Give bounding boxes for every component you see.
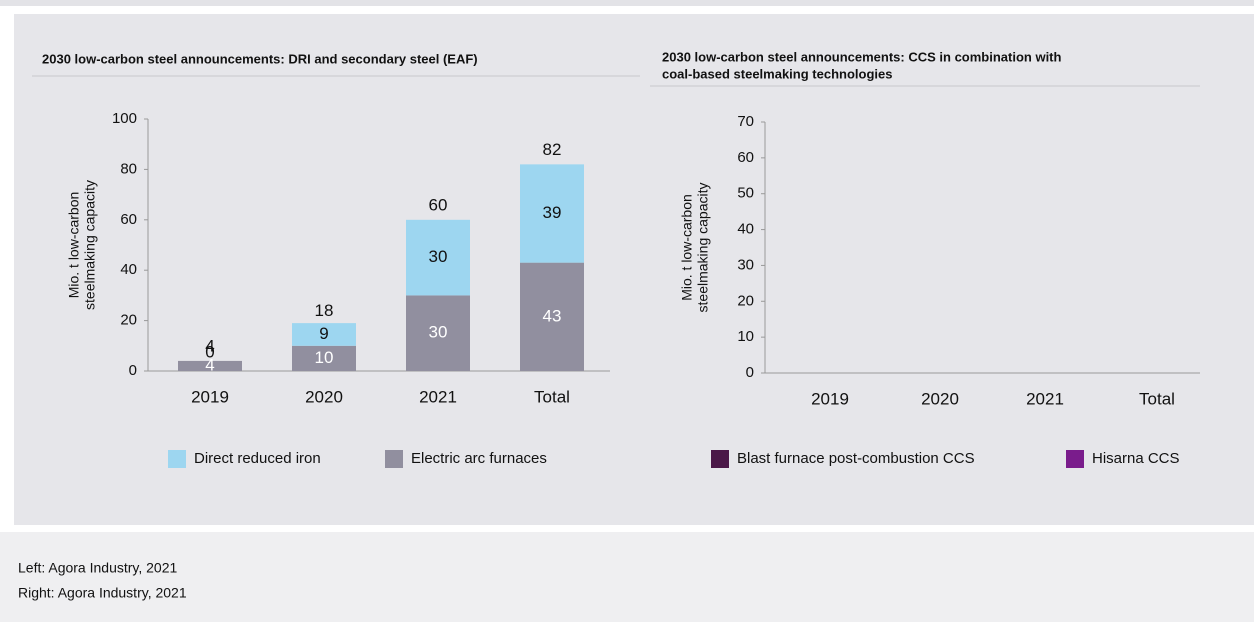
data-label: 39 (543, 203, 562, 222)
y-tick-label: 0 (746, 364, 754, 381)
x-tick-label: 2020 (921, 389, 959, 408)
y-tick-label: 10 (737, 328, 754, 345)
y-axis-label: Mio. t low-carbon (679, 194, 695, 301)
data-label: 30 (429, 247, 448, 266)
data-label: 9 (319, 324, 328, 343)
y-tick-label: 30 (737, 256, 754, 273)
legend-label: Hisarna CCS (1092, 450, 1180, 467)
data-label: 43 (543, 306, 562, 325)
legend-swatch (711, 450, 729, 468)
chart-title: 2030 low-carbon steel announcements: DRI… (42, 51, 478, 66)
x-tick-label: Total (1139, 389, 1175, 408)
y-tick-label: 80 (120, 160, 137, 177)
y-tick-label: 60 (737, 149, 754, 166)
data-label: 4 (205, 355, 214, 374)
y-tick-label: 20 (737, 292, 754, 309)
total-label: 4 (205, 336, 214, 355)
bar-segment (292, 345, 356, 371)
chart-panel (14, 14, 1254, 525)
y-tick-label: 20 (120, 312, 137, 329)
x-tick-label: 2019 (191, 387, 229, 406)
bar-segment (520, 164, 584, 263)
y-tick-label: 40 (737, 221, 754, 238)
y-tick-label: 40 (120, 261, 137, 278)
y-tick-label: 100 (112, 110, 137, 127)
x-tick-label: 2021 (1026, 389, 1064, 408)
y-axis-label: Mio. t low-carbon (66, 192, 82, 299)
bar-segment (178, 360, 242, 371)
x-tick-label: 2021 (419, 387, 457, 406)
total-label: 82 (543, 140, 562, 159)
total-label: 60 (429, 195, 448, 214)
x-tick-label: 2019 (811, 389, 849, 408)
data-label: 30 (429, 323, 448, 342)
bar-segment (520, 262, 584, 371)
legend-label: Direct reduced iron (194, 450, 321, 467)
data-label: 10 (315, 348, 334, 367)
chart-title: coal-based steelmaking technologies (662, 66, 892, 81)
footer-panel (0, 532, 1254, 622)
y-tick-label: 50 (737, 185, 754, 202)
bar-segment (406, 219, 470, 296)
legend-label: Blast furnace post-combustion CCS (737, 450, 975, 467)
chart-title: 2030 low-carbon steel announcements: CCS… (662, 49, 1062, 64)
x-tick-label: Total (534, 387, 570, 406)
legend-swatch (385, 450, 403, 468)
bar-segment (406, 295, 470, 371)
source: Left: Agora Industry, 2021 (18, 560, 178, 576)
y-axis-label: steelmaking capacity (82, 180, 98, 310)
y-tick-label: 60 (120, 211, 137, 228)
source: Right: Agora Industry, 2021 (18, 585, 187, 601)
y-tick-label: 70 (737, 113, 754, 130)
legend-swatch (168, 450, 186, 468)
bar-segment (292, 323, 356, 346)
data-label: 0 (205, 342, 214, 361)
total-label: 18 (315, 301, 334, 320)
legend-swatch (1066, 450, 1084, 468)
x-tick-label: 2020 (305, 387, 343, 406)
top-strip (0, 0, 1254, 6)
y-tick-label: 0 (129, 362, 137, 379)
y-axis-label: steelmaking capacity (695, 183, 711, 313)
legend-label: Electric arc furnaces (411, 450, 547, 467)
